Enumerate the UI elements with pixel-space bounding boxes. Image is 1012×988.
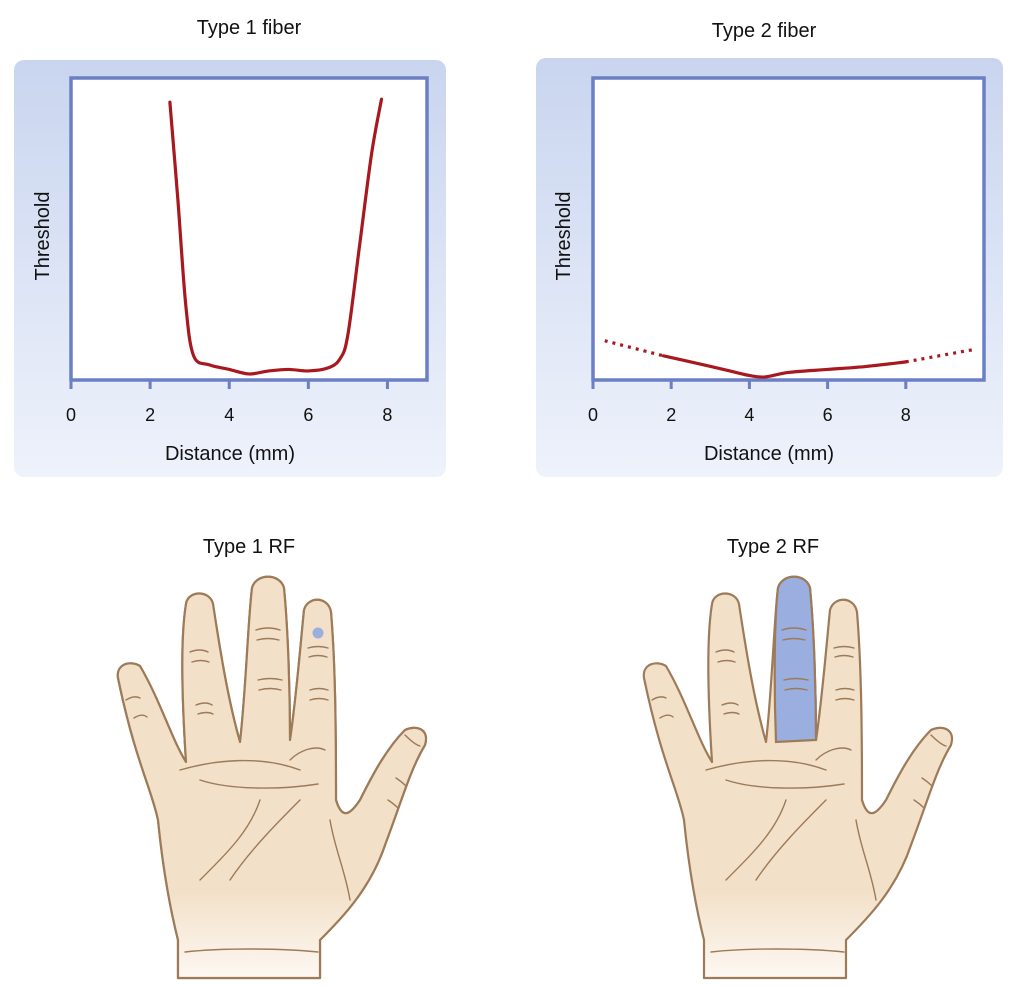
x-axis-label: Distance (mm) — [704, 443, 834, 465]
x-tick-label: 2 — [145, 405, 155, 425]
x-tick-label: 6 — [823, 405, 833, 425]
threshold-curve-extrapolated — [905, 348, 973, 364]
x-tick-label: 2 — [666, 405, 676, 425]
x-tick-label: 8 — [382, 405, 392, 425]
x-tick-label: 4 — [224, 405, 234, 425]
y-axis-label: Threshold — [553, 192, 575, 281]
y-axis-label: Threshold — [32, 192, 54, 281]
chart-type1: Type 1 fiber 0 2 4 6 8 Distance (mm) Thresho… — [14, 17, 446, 477]
hand-illustration — [116, 575, 428, 980]
threshold-curve — [168, 97, 384, 376]
x-tick-label: 0 — [588, 405, 598, 425]
hand-illustration — [642, 575, 954, 980]
chart-title: Type 2 fiber — [712, 20, 817, 42]
chart-type2: Type 2 fiber 0 2 4 6 8 Distance (mm) Thresho… — [536, 20, 1003, 477]
x-axis-ticks: 0 2 4 6 8 — [588, 380, 911, 425]
rf-title: Type 1 RF — [203, 536, 295, 558]
threshold-curves — [604, 339, 973, 379]
chart-title: Type 1 fiber — [197, 17, 302, 39]
rf-type2: Type 2 RF — [642, 536, 954, 980]
plot-area — [591, 76, 986, 382]
threshold-curve-extrapolated — [604, 339, 664, 358]
x-axis-ticks: 0 2 4 6 8 — [66, 380, 392, 425]
receptive-field-finger — [773, 575, 818, 744]
plot-area — [69, 76, 429, 382]
x-axis-label: Distance (mm) — [165, 443, 295, 465]
x-tick-label: 4 — [744, 405, 754, 425]
x-tick-label: 8 — [901, 405, 911, 425]
rf-title: Type 2 RF — [727, 536, 819, 558]
x-tick-label: 0 — [66, 405, 76, 425]
rf-type1: Type 1 RF — [116, 536, 428, 980]
x-tick-label: 6 — [303, 405, 313, 425]
receptive-field-dot — [312, 627, 324, 639]
threshold-curve — [661, 354, 908, 379]
